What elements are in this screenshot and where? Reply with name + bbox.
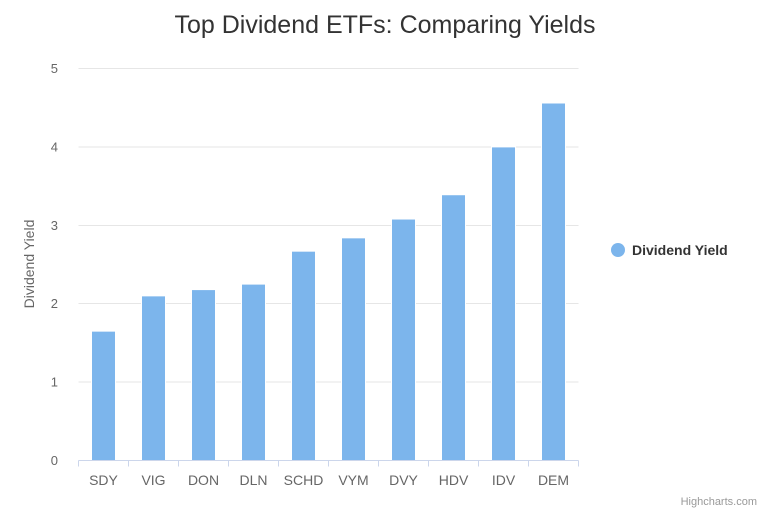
x-axis-category-label: SDY (89, 472, 118, 488)
y-axis-tick-label: 3 (51, 218, 58, 233)
bar-IDV[interactable] (491, 146, 516, 461)
y-axis-tick-label: 5 (51, 61, 58, 76)
x-axis-category-label: DON (188, 472, 219, 488)
legend-marker-icon[interactable] (611, 243, 625, 257)
bar-VIG[interactable] (141, 295, 166, 461)
y-axis-tick-label: 4 (51, 139, 58, 154)
x-axis-category-label: DLN (239, 472, 267, 488)
bar-VYM[interactable] (341, 237, 366, 461)
legend[interactable]: Dividend Yield (611, 242, 728, 258)
legend-item-label[interactable]: Dividend Yield (632, 242, 728, 258)
chart-title: Top Dividend ETFs: Comparing Yields (174, 11, 595, 39)
bar-DLN[interactable] (241, 283, 266, 461)
x-axis-category-label: IDV (492, 472, 516, 488)
highcharts-credits-link[interactable]: Highcharts.com (681, 496, 757, 508)
x-axis-category-label: VIG (141, 472, 165, 488)
bar-SCHD[interactable] (291, 250, 316, 461)
bar-SDY[interactable] (91, 330, 116, 462)
x-axis-category-label: DEM (538, 472, 569, 488)
bar-HDV[interactable] (441, 194, 466, 461)
x-axis-category-label: HDV (439, 472, 469, 488)
y-axis-labels: 0 1 2 3 4 5 (51, 61, 58, 468)
bar-DEM[interactable] (541, 102, 566, 461)
bar-DON[interactable] (191, 289, 216, 462)
x-axis-category-label: DVY (389, 472, 418, 488)
x-axis-category-label: VYM (338, 472, 368, 488)
x-axis-category-label: SCHD (284, 472, 324, 488)
x-axis-labels: SDY VIG DON DLN SCHD VYM DVY HDV IDV DEM (89, 472, 569, 488)
y-axis-tick-label: 2 (51, 296, 58, 311)
y-axis-title: Dividend Yield (21, 220, 37, 309)
y-axis-tick-label: 1 (51, 375, 58, 390)
x-axis-ticks (78, 460, 579, 467)
bar-DVY[interactable] (391, 218, 416, 461)
bar-series (91, 102, 566, 462)
y-axis-tick-label: 0 (51, 453, 58, 468)
